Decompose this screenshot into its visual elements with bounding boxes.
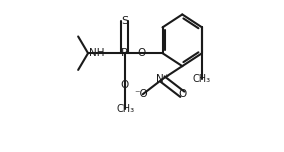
Text: O: O [120,80,129,90]
Text: N⁺: N⁺ [156,74,169,84]
Text: CH₃: CH₃ [193,74,211,84]
Text: ⁻O: ⁻O [134,89,148,99]
Text: O: O [138,48,146,58]
Text: CH₃: CH₃ [117,104,135,114]
Text: NH: NH [89,48,105,58]
Text: S: S [121,16,128,26]
Text: P: P [121,48,128,58]
Text: O: O [178,89,186,99]
